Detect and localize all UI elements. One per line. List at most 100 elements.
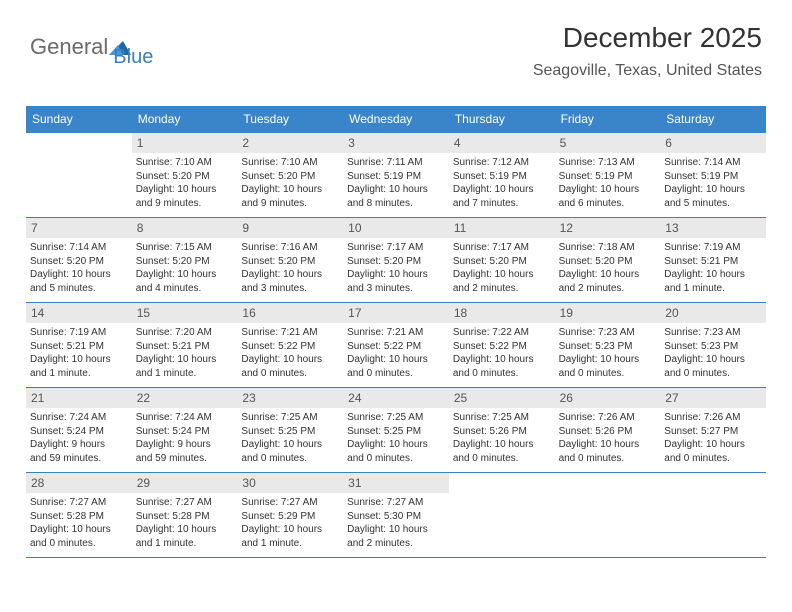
sunset-text: Sunset: 5:28 PM [136, 510, 234, 524]
sunrise-text: Sunrise: 7:18 AM [559, 241, 657, 255]
day-number: 20 [660, 303, 766, 323]
day-cell: 13 Sunrise: 7:19 AMSunset: 5:21 PMDayligh… [660, 218, 766, 302]
day-cell: 23Sunrise: 7:25 AMSunset: 5:25 PMDayligh… [237, 388, 343, 472]
daylight-text: Daylight: 10 hours [664, 268, 762, 282]
daylight-text: and 0 minutes. [347, 367, 445, 381]
sunset-text: Sunset: 5:24 PM [30, 425, 128, 439]
daylight-text: Daylight: 9 hours [136, 438, 234, 452]
weekday-header: Saturday [660, 106, 766, 133]
day-number: 22 [132, 388, 238, 408]
day-cell: 1Sunrise: 7:10 AMSunset: 5:20 PMDaylight… [132, 133, 238, 217]
daylight-text: and 2 minutes. [347, 537, 445, 551]
day-cell: 18Sunrise: 7:22 AMSunset: 5:22 PMDayligh… [449, 303, 555, 387]
page-title: December 2025 [563, 22, 762, 54]
daylight-text: and 0 minutes. [664, 367, 762, 381]
day-cell: 15Sunrise: 7:20 AMSunset: 5:21 PMDayligh… [132, 303, 238, 387]
day-number: 27 [660, 388, 766, 408]
sunrise-text: Sunrise: 7:10 AM [241, 156, 339, 170]
daylight-text: and 0 minutes. [664, 452, 762, 466]
daylight-text: Daylight: 10 hours [664, 353, 762, 367]
day-cell: 3Sunrise: 7:11 AMSunset: 5:19 PMDaylight… [343, 133, 449, 217]
sunset-text: Sunset: 5:20 PM [136, 255, 234, 269]
day-number: 4 [449, 133, 555, 153]
day-cell: 12Sunrise: 7:18 AMSunset: 5:20 PMDayligh… [555, 218, 661, 302]
day-cell: 11Sunrise: 7:17 AMSunset: 5:20 PMDayligh… [449, 218, 555, 302]
daylight-text: and 9 minutes. [136, 197, 234, 211]
sunrise-text: Sunrise: 7:14 AM [664, 156, 762, 170]
sunrise-text: Sunrise: 7:27 AM [347, 496, 445, 510]
day-cell: 21Sunrise: 7:24 AMSunset: 5:24 PMDayligh… [26, 388, 132, 472]
day-cell: 8Sunrise: 7:15 AMSunset: 5:20 PMDaylight… [132, 218, 238, 302]
sunset-text: Sunset: 5:24 PM [136, 425, 234, 439]
daylight-text: and 1 minute. [136, 367, 234, 381]
weekday-header: Tuesday [237, 106, 343, 133]
day-cell [26, 133, 132, 217]
day-number: 13 [660, 218, 766, 238]
daylight-text: Daylight: 10 hours [30, 523, 128, 537]
daylight-text: Daylight: 10 hours [453, 268, 551, 282]
daylight-text: and 2 minutes. [453, 282, 551, 296]
day-cell: 20Sunrise: 7:23 AMSunset: 5:23 PMDayligh… [660, 303, 766, 387]
sunrise-text: Sunrise: 7:12 AM [453, 156, 551, 170]
day-cell: 10Sunrise: 7:17 AMSunset: 5:20 PMDayligh… [343, 218, 449, 302]
sunset-text: Sunset: 5:22 PM [347, 340, 445, 354]
daylight-text: and 0 minutes. [453, 367, 551, 381]
daylight-text: Daylight: 10 hours [664, 438, 762, 452]
daylight-text: Daylight: 10 hours [559, 438, 657, 452]
day-number: 25 [449, 388, 555, 408]
sunrise-text: Sunrise: 7:22 AM [453, 326, 551, 340]
daylight-text: Daylight: 10 hours [347, 523, 445, 537]
day-number: 12 [555, 218, 661, 238]
daylight-text: Daylight: 10 hours [559, 353, 657, 367]
sunset-text: Sunset: 5:26 PM [559, 425, 657, 439]
daylight-text: Daylight: 10 hours [136, 353, 234, 367]
daylight-text: Daylight: 10 hours [30, 268, 128, 282]
daylight-text: Daylight: 10 hours [241, 438, 339, 452]
day-cell: 28Sunrise: 7:27 AMSunset: 5:28 PMDayligh… [26, 473, 132, 557]
sunrise-text: Sunrise: 7:25 AM [241, 411, 339, 425]
day-cell: 9Sunrise: 7:16 AMSunset: 5:20 PMDaylight… [237, 218, 343, 302]
day-number: 17 [343, 303, 449, 323]
sunset-text: Sunset: 5:20 PM [241, 170, 339, 184]
day-number: 21 [26, 388, 132, 408]
weekday-header: Monday [132, 106, 238, 133]
day-number: 11 [449, 218, 555, 238]
sunrise-text: Sunrise: 7:27 AM [241, 496, 339, 510]
sunset-text: Sunset: 5:21 PM [664, 255, 762, 269]
day-number: 19 [555, 303, 661, 323]
sunset-text: Sunset: 5:19 PM [347, 170, 445, 184]
weekday-header-row: Sunday Monday Tuesday Wednesday Thursday… [26, 106, 766, 133]
sunset-text: Sunset: 5:25 PM [347, 425, 445, 439]
sunrise-text: Sunrise: 7:27 AM [136, 496, 234, 510]
page-subtitle: Seagoville, Texas, United States [533, 62, 762, 80]
day-number: 5 [555, 133, 661, 153]
daylight-text: Daylight: 10 hours [136, 523, 234, 537]
day-number: 2 [237, 133, 343, 153]
sunrise-text: Sunrise: 7:16 AM [241, 241, 339, 255]
day-cell: 2Sunrise: 7:10 AMSunset: 5:20 PMDaylight… [237, 133, 343, 217]
daylight-text: Daylight: 10 hours [241, 353, 339, 367]
week-row: 28Sunrise: 7:27 AMSunset: 5:28 PMDayligh… [26, 473, 766, 558]
sunset-text: Sunset: 5:22 PM [453, 340, 551, 354]
daylight-text: and 8 minutes. [347, 197, 445, 211]
sunrise-text: Sunrise: 7:24 AM [30, 411, 128, 425]
sunset-text: Sunset: 5:19 PM [559, 170, 657, 184]
daylight-text: and 59 minutes. [30, 452, 128, 466]
day-cell [660, 473, 766, 557]
sunrise-text: Sunrise: 7:15 AM [136, 241, 234, 255]
day-cell: 27Sunrise: 7:26 AMSunset: 5:27 PMDayligh… [660, 388, 766, 472]
sunrise-text: Sunrise: 7:19 AM [664, 241, 762, 255]
daylight-text: and 6 minutes. [559, 197, 657, 211]
sunrise-text: Sunrise: 7:27 AM [30, 496, 128, 510]
sunset-text: Sunset: 5:20 PM [30, 255, 128, 269]
daylight-text: Daylight: 10 hours [241, 523, 339, 537]
daylight-text: Daylight: 10 hours [559, 183, 657, 197]
sunrise-text: Sunrise: 7:13 AM [559, 156, 657, 170]
day-cell: 4Sunrise: 7:12 AMSunset: 5:19 PMDaylight… [449, 133, 555, 217]
logo-text-blue: Blue [113, 24, 153, 69]
sunset-text: Sunset: 5:25 PM [241, 425, 339, 439]
week-row: 21Sunrise: 7:24 AMSunset: 5:24 PMDayligh… [26, 388, 766, 473]
day-cell: 17Sunrise: 7:21 AMSunset: 5:22 PMDayligh… [343, 303, 449, 387]
day-cell [449, 473, 555, 557]
daylight-text: Daylight: 10 hours [347, 183, 445, 197]
